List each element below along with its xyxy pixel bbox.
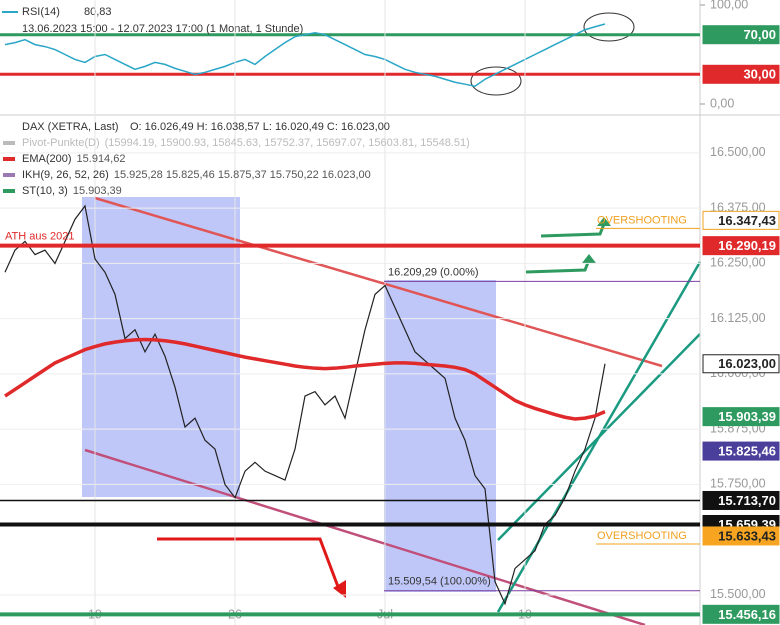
arrow-head <box>582 254 596 263</box>
price-label-box <box>702 526 780 546</box>
y-tick-label: 16.125,00 <box>710 311 766 325</box>
rsi-line <box>4 23 606 87</box>
ath-label: ATH aus 2021 <box>5 231 75 243</box>
legend-swatch <box>3 173 15 177</box>
price-label-box <box>702 441 780 461</box>
period: 13.06.2023 15:00 - 12.07.2023 17:00 (1 M… <box>22 23 303 35</box>
legend-name: EMA(200) <box>22 153 72 165</box>
trend-line <box>84 448 646 625</box>
y-tick-label: 0,00 <box>710 96 734 110</box>
legend-title: DAX (XETRA, Last) <box>22 121 119 133</box>
legend-value: (15994.19, 15900.93, 15845.63, 15752.37,… <box>105 137 470 149</box>
legend-value: 15.914,62 <box>77 153 126 165</box>
price-label: 16.290,19 <box>718 238 776 253</box>
series-line <box>4 337 606 421</box>
y-tick-label: 15.750,00 <box>710 477 766 491</box>
fib-label: 16.209,29 (0.00%) <box>388 266 479 278</box>
legend-swatch <box>3 157 15 161</box>
legend-name: RSI(14) <box>22 6 60 18</box>
price-label-box <box>702 236 780 256</box>
price-label-box <box>702 490 780 510</box>
arrow <box>540 223 606 238</box>
legend-name: ST(10, 3) <box>22 185 68 197</box>
price-label-box <box>702 604 780 624</box>
range-shade <box>384 280 496 592</box>
price-label-box <box>702 407 780 427</box>
price-label: 16.023,00 <box>718 356 776 371</box>
y-tick-label: 100,00 <box>710 0 748 11</box>
price-label: 15.456,16 <box>718 607 776 622</box>
legend-value: 15.903,39 <box>73 185 122 197</box>
overshooting-label: OVERSHOOTING <box>597 214 687 226</box>
series-line <box>4 204 606 606</box>
price-label: 15.633,43 <box>718 528 776 543</box>
price-label: 15.825,46 <box>718 444 776 459</box>
price-label-box <box>702 210 780 230</box>
y-tick-label: 16.250,00 <box>710 256 766 270</box>
legend-swatch <box>3 189 15 193</box>
legend-name: IKH(9, 26, 52, 26) <box>22 169 109 181</box>
price-label-box <box>702 354 780 374</box>
price-label: 70,00 <box>743 27 776 42</box>
overshooting-label: OVERSHOOTING <box>597 530 687 542</box>
price-label-box <box>702 64 780 84</box>
price-label: 30,00 <box>743 67 776 82</box>
legend-ohlc: O: 16.026,49 H: 16.038,57 L: 16.020,49 C… <box>130 121 390 133</box>
legend-name: Pivot-Punkte(D) <box>22 137 100 149</box>
legend-swatch <box>3 141 15 145</box>
price-label-box <box>702 25 780 45</box>
price-label: 15.713,70 <box>718 493 776 508</box>
legend-value: 15.925,28 15.825,46 15.875,37 15.750,22 … <box>114 169 371 181</box>
fib-label: 15.509,54 (100.00%) <box>388 576 491 588</box>
y-tick-label: 15.500,00 <box>710 587 766 601</box>
price-label: 16.347,43 <box>718 213 776 228</box>
trend-line <box>94 196 663 368</box>
price-label: 15.903,39 <box>718 409 776 424</box>
highlight-ellipse <box>583 12 635 42</box>
highlight-ellipse <box>470 66 522 96</box>
trend-line <box>497 333 701 541</box>
legend-value: 80,83 <box>84 6 112 18</box>
arrow-head <box>597 217 611 226</box>
arrow-head <box>333 580 346 598</box>
y-tick-label: 16.500,00 <box>710 145 766 159</box>
arrow <box>157 537 342 593</box>
